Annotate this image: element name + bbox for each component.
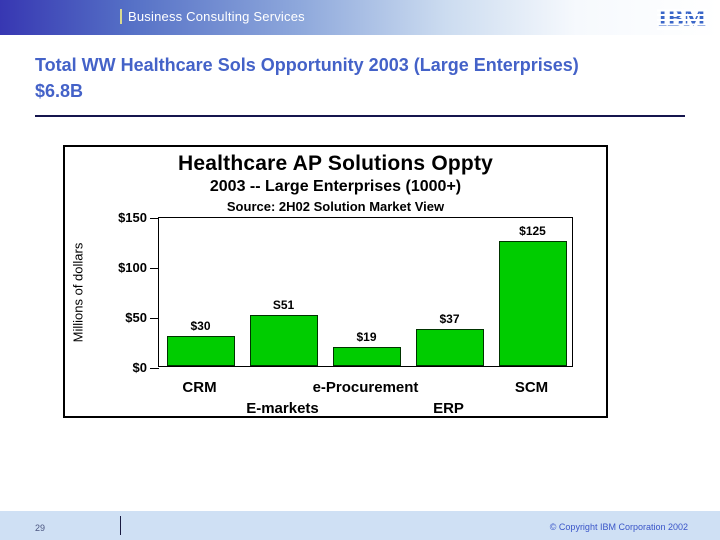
slide-number: 29: [35, 523, 46, 533]
slide-title: Total WW Healthcare Sols Opportunity 200…: [35, 55, 579, 102]
y-tick-label: $150: [118, 210, 147, 225]
y-axis-title-text: Millions of dollars: [70, 242, 86, 342]
y-tick-mark: [150, 368, 159, 369]
y-tick-mark: [150, 268, 159, 269]
header-brand-text: Business Consulting Services: [128, 9, 305, 24]
header-divider-tick: [120, 9, 122, 24]
title-rule: [35, 115, 685, 117]
bar-value-label: $37: [439, 312, 460, 326]
y-tick-mark: [150, 218, 159, 219]
y-axis-title: Millions of dollars: [67, 217, 89, 367]
y-tick-label: $0: [132, 360, 147, 375]
copyright-text: © Copyright IBM Corporation 2002: [549, 522, 688, 532]
x-axis-label: e-Procurement: [312, 379, 419, 396]
bar-e-markets: [249, 315, 318, 366]
y-tick-label: $50: [125, 310, 147, 325]
chart-source: Source: 2H02 Solution Market View: [226, 199, 445, 214]
y-axis-ticks: $150 $100 $50 $0: [91, 210, 147, 375]
bar-scm: [498, 241, 567, 366]
x-axis-label: SCM: [514, 379, 549, 396]
chart-subtitle: 2003 -- Large Enterprises (1000+): [209, 178, 462, 195]
x-axis-labels: CRM E-markets e-Procurement ERP SCM: [158, 371, 573, 417]
x-axis-label: ERP: [433, 400, 464, 417]
y-tick-mark: [150, 318, 159, 319]
bar-value-label: S51: [272, 298, 295, 312]
ibm-logo: IBM: [657, 6, 707, 32]
bar-value-label: $30: [190, 319, 211, 333]
header-bar: Business Consulting Services IBM: [0, 0, 720, 35]
footer-divider: [120, 516, 121, 535]
chart-container: Healthcare AP Solutions Oppty 2003 -- La…: [63, 145, 608, 418]
bar-value-label: $19: [356, 330, 377, 344]
plot-area: $30 S51 $19 $37 $125: [150, 217, 573, 369]
footer-bar: 29 © Copyright IBM Corporation 2002: [0, 511, 720, 540]
y-tick-label: $100: [118, 260, 147, 275]
x-axis-label: CRM: [182, 379, 217, 396]
bar-e-procurement: [332, 347, 401, 366]
bar-crm: [166, 336, 235, 366]
x-axis-label: E-markets: [246, 400, 319, 417]
bar-value-label: $125: [519, 224, 546, 238]
bar-erp: [415, 329, 484, 366]
chart-title: Healthcare AP Solutions Oppty: [177, 152, 494, 175]
